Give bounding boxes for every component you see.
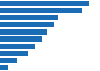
Bar bbox=[0, 51, 28, 56]
Bar bbox=[0, 1, 89, 6]
Bar bbox=[0, 29, 47, 35]
Bar bbox=[0, 65, 8, 70]
Bar bbox=[0, 15, 58, 20]
Bar bbox=[0, 36, 42, 42]
Bar bbox=[0, 8, 82, 13]
Bar bbox=[0, 58, 17, 63]
Bar bbox=[0, 44, 36, 49]
Bar bbox=[0, 22, 54, 27]
